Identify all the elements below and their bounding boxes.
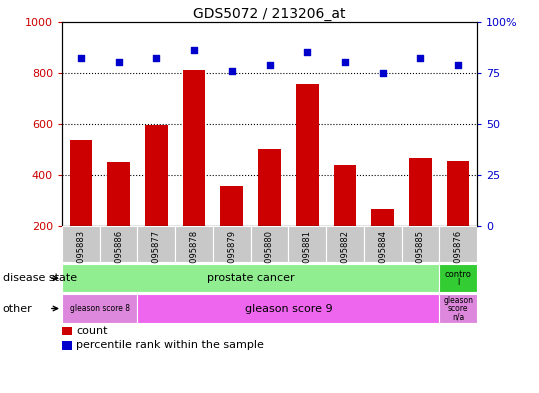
Text: GSM1095878: GSM1095878 [190,230,198,286]
Bar [258,149,281,226]
Text: GSM1095876: GSM1095876 [454,230,462,286]
Bar [402,226,439,262]
Bar [439,264,477,292]
Bar [70,140,92,226]
Text: GSM1095877: GSM1095877 [152,230,161,286]
Text: gleason score 9: gleason score 9 [245,303,332,314]
Point [454,61,462,68]
Bar [62,226,100,262]
Point [114,59,123,66]
Point [303,49,312,55]
Text: contro
l: contro l [445,270,472,287]
Text: GSM1095882: GSM1095882 [341,230,349,286]
Title: GDS5072 / 213206_at: GDS5072 / 213206_at [194,7,345,20]
Bar [251,226,288,262]
Text: percentile rank within the sample: percentile rank within the sample [76,340,264,351]
Text: gleason
score
n/a: gleason score n/a [443,296,473,321]
Bar [220,186,243,226]
Bar [288,226,326,262]
Bar [371,209,394,226]
Bar [137,294,439,323]
Bar [107,162,130,226]
Bar [409,158,432,226]
Point [416,55,425,62]
Point [265,61,274,68]
Point [378,70,387,76]
Bar [439,294,477,323]
Text: count: count [76,326,107,336]
Bar [145,125,168,226]
Point [77,55,85,62]
Bar [364,226,402,262]
Bar [334,165,356,226]
Text: GSM1095879: GSM1095879 [227,230,236,286]
Bar [213,226,251,262]
Bar [183,70,205,226]
Text: GSM1095881: GSM1095881 [303,230,312,286]
Bar [137,226,175,262]
Point [341,59,349,66]
Bar [447,161,469,226]
Point [152,55,161,62]
Text: GSM1095886: GSM1095886 [114,230,123,286]
Text: GSM1095883: GSM1095883 [77,230,85,286]
Point [190,47,198,53]
Bar [296,84,319,226]
Bar [100,226,137,262]
Point [227,68,236,74]
Text: GSM1095885: GSM1095885 [416,230,425,286]
Text: disease state: disease state [3,273,77,283]
Text: gleason score 8: gleason score 8 [70,304,130,313]
Bar [326,226,364,262]
Bar [62,264,439,292]
Text: other: other [3,303,32,314]
Text: prostate cancer: prostate cancer [207,273,294,283]
Bar [62,294,137,323]
Text: GSM1095880: GSM1095880 [265,230,274,286]
Bar [175,226,213,262]
Text: GSM1095884: GSM1095884 [378,230,387,286]
Bar [439,226,477,262]
